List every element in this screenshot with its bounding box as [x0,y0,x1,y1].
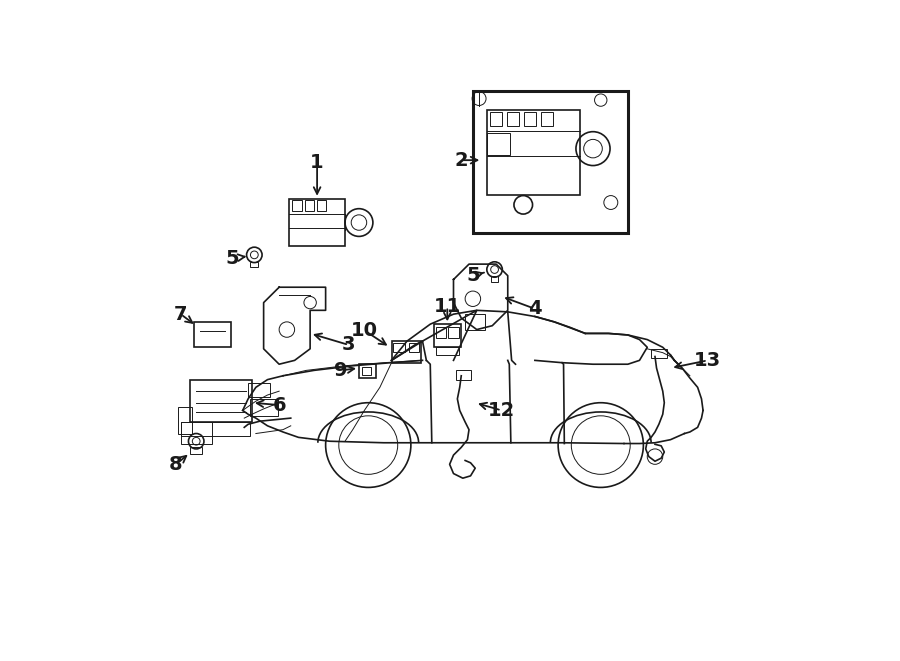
Bar [190,379,252,422]
Text: 4: 4 [528,299,542,319]
Text: 11: 11 [434,297,461,316]
Bar [194,322,231,346]
Bar [248,383,270,397]
Bar [448,327,459,338]
Bar [651,349,667,358]
Bar [491,276,499,282]
Text: 6: 6 [273,395,286,414]
Bar [409,342,419,352]
Text: 2: 2 [454,151,468,170]
Text: 5: 5 [467,266,481,285]
Text: 9: 9 [335,361,348,380]
Text: 7: 7 [174,305,187,324]
Bar [190,447,203,453]
Bar [455,370,472,379]
Bar [490,112,502,126]
Text: 13: 13 [694,351,721,370]
Bar [507,112,519,126]
Bar [289,199,345,247]
Text: 3: 3 [342,336,356,354]
Bar [392,341,421,363]
Bar [465,314,484,330]
Bar [305,200,314,211]
Text: 5: 5 [226,249,239,268]
Text: 1: 1 [310,153,324,172]
Bar [250,262,258,267]
Bar [181,422,211,444]
Bar [317,200,327,211]
Text: 12: 12 [488,401,515,420]
Bar [181,422,250,436]
Bar [362,368,372,375]
Bar [436,327,446,338]
Bar [436,347,459,355]
Bar [178,407,193,434]
Bar [541,112,554,126]
Text: 8: 8 [169,455,183,474]
Bar [524,112,536,126]
Bar [250,399,277,416]
Bar [472,91,628,233]
Bar [487,134,510,155]
Bar [393,342,405,352]
Bar [359,364,376,378]
Text: 10: 10 [351,321,378,340]
Bar [487,110,580,195]
Bar [434,324,461,347]
Bar [292,200,302,211]
